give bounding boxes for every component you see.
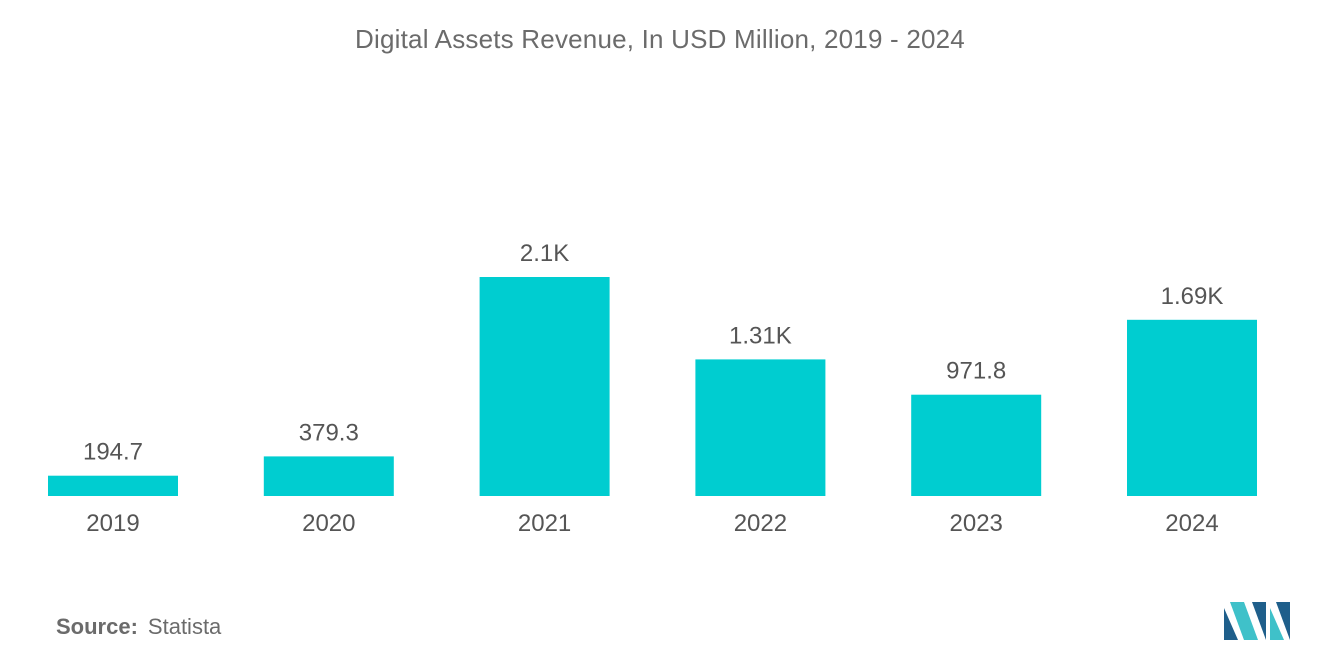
mordor-intelligence-logo-icon bbox=[1224, 602, 1290, 640]
data-label-2022: 1.31K bbox=[729, 322, 792, 349]
x-tick-label-2024: 2024 bbox=[1165, 510, 1218, 537]
bar-2022 bbox=[695, 359, 826, 496]
x-tick-label-2021: 2021 bbox=[518, 510, 571, 537]
bar-2019 bbox=[48, 475, 178, 496]
data-label-2020: 379.3 bbox=[299, 419, 359, 446]
bar-2020 bbox=[263, 456, 394, 496]
source-value: Statista bbox=[147, 614, 222, 639]
source-line: Source: Statista bbox=[56, 614, 221, 640]
chart-title: Digital Assets Revenue, In USD Million, … bbox=[355, 24, 965, 54]
data-label-2024: 1.69K bbox=[1161, 283, 1224, 310]
data-label-2019: 194.7 bbox=[83, 439, 143, 466]
x-tick-label-2022: 2022 bbox=[734, 510, 787, 537]
x-tick-label-2019: 2019 bbox=[86, 510, 139, 537]
data-label-2023: 971.8 bbox=[946, 358, 1006, 385]
data-label-2021: 2.1K bbox=[520, 240, 569, 267]
bar-2021 bbox=[479, 277, 610, 496]
x-tick-label-2020: 2020 bbox=[302, 510, 355, 537]
bar-chart: 194.7 2019 379.3 2020 2.1K 2021 1.31K 2022 971.8… bbox=[48, 240, 1257, 537]
source-label: Source: bbox=[56, 614, 138, 639]
bar-2024 bbox=[1127, 319, 1257, 496]
x-tick-label-2023: 2023 bbox=[950, 510, 1003, 537]
bar-2023 bbox=[911, 394, 1042, 496]
